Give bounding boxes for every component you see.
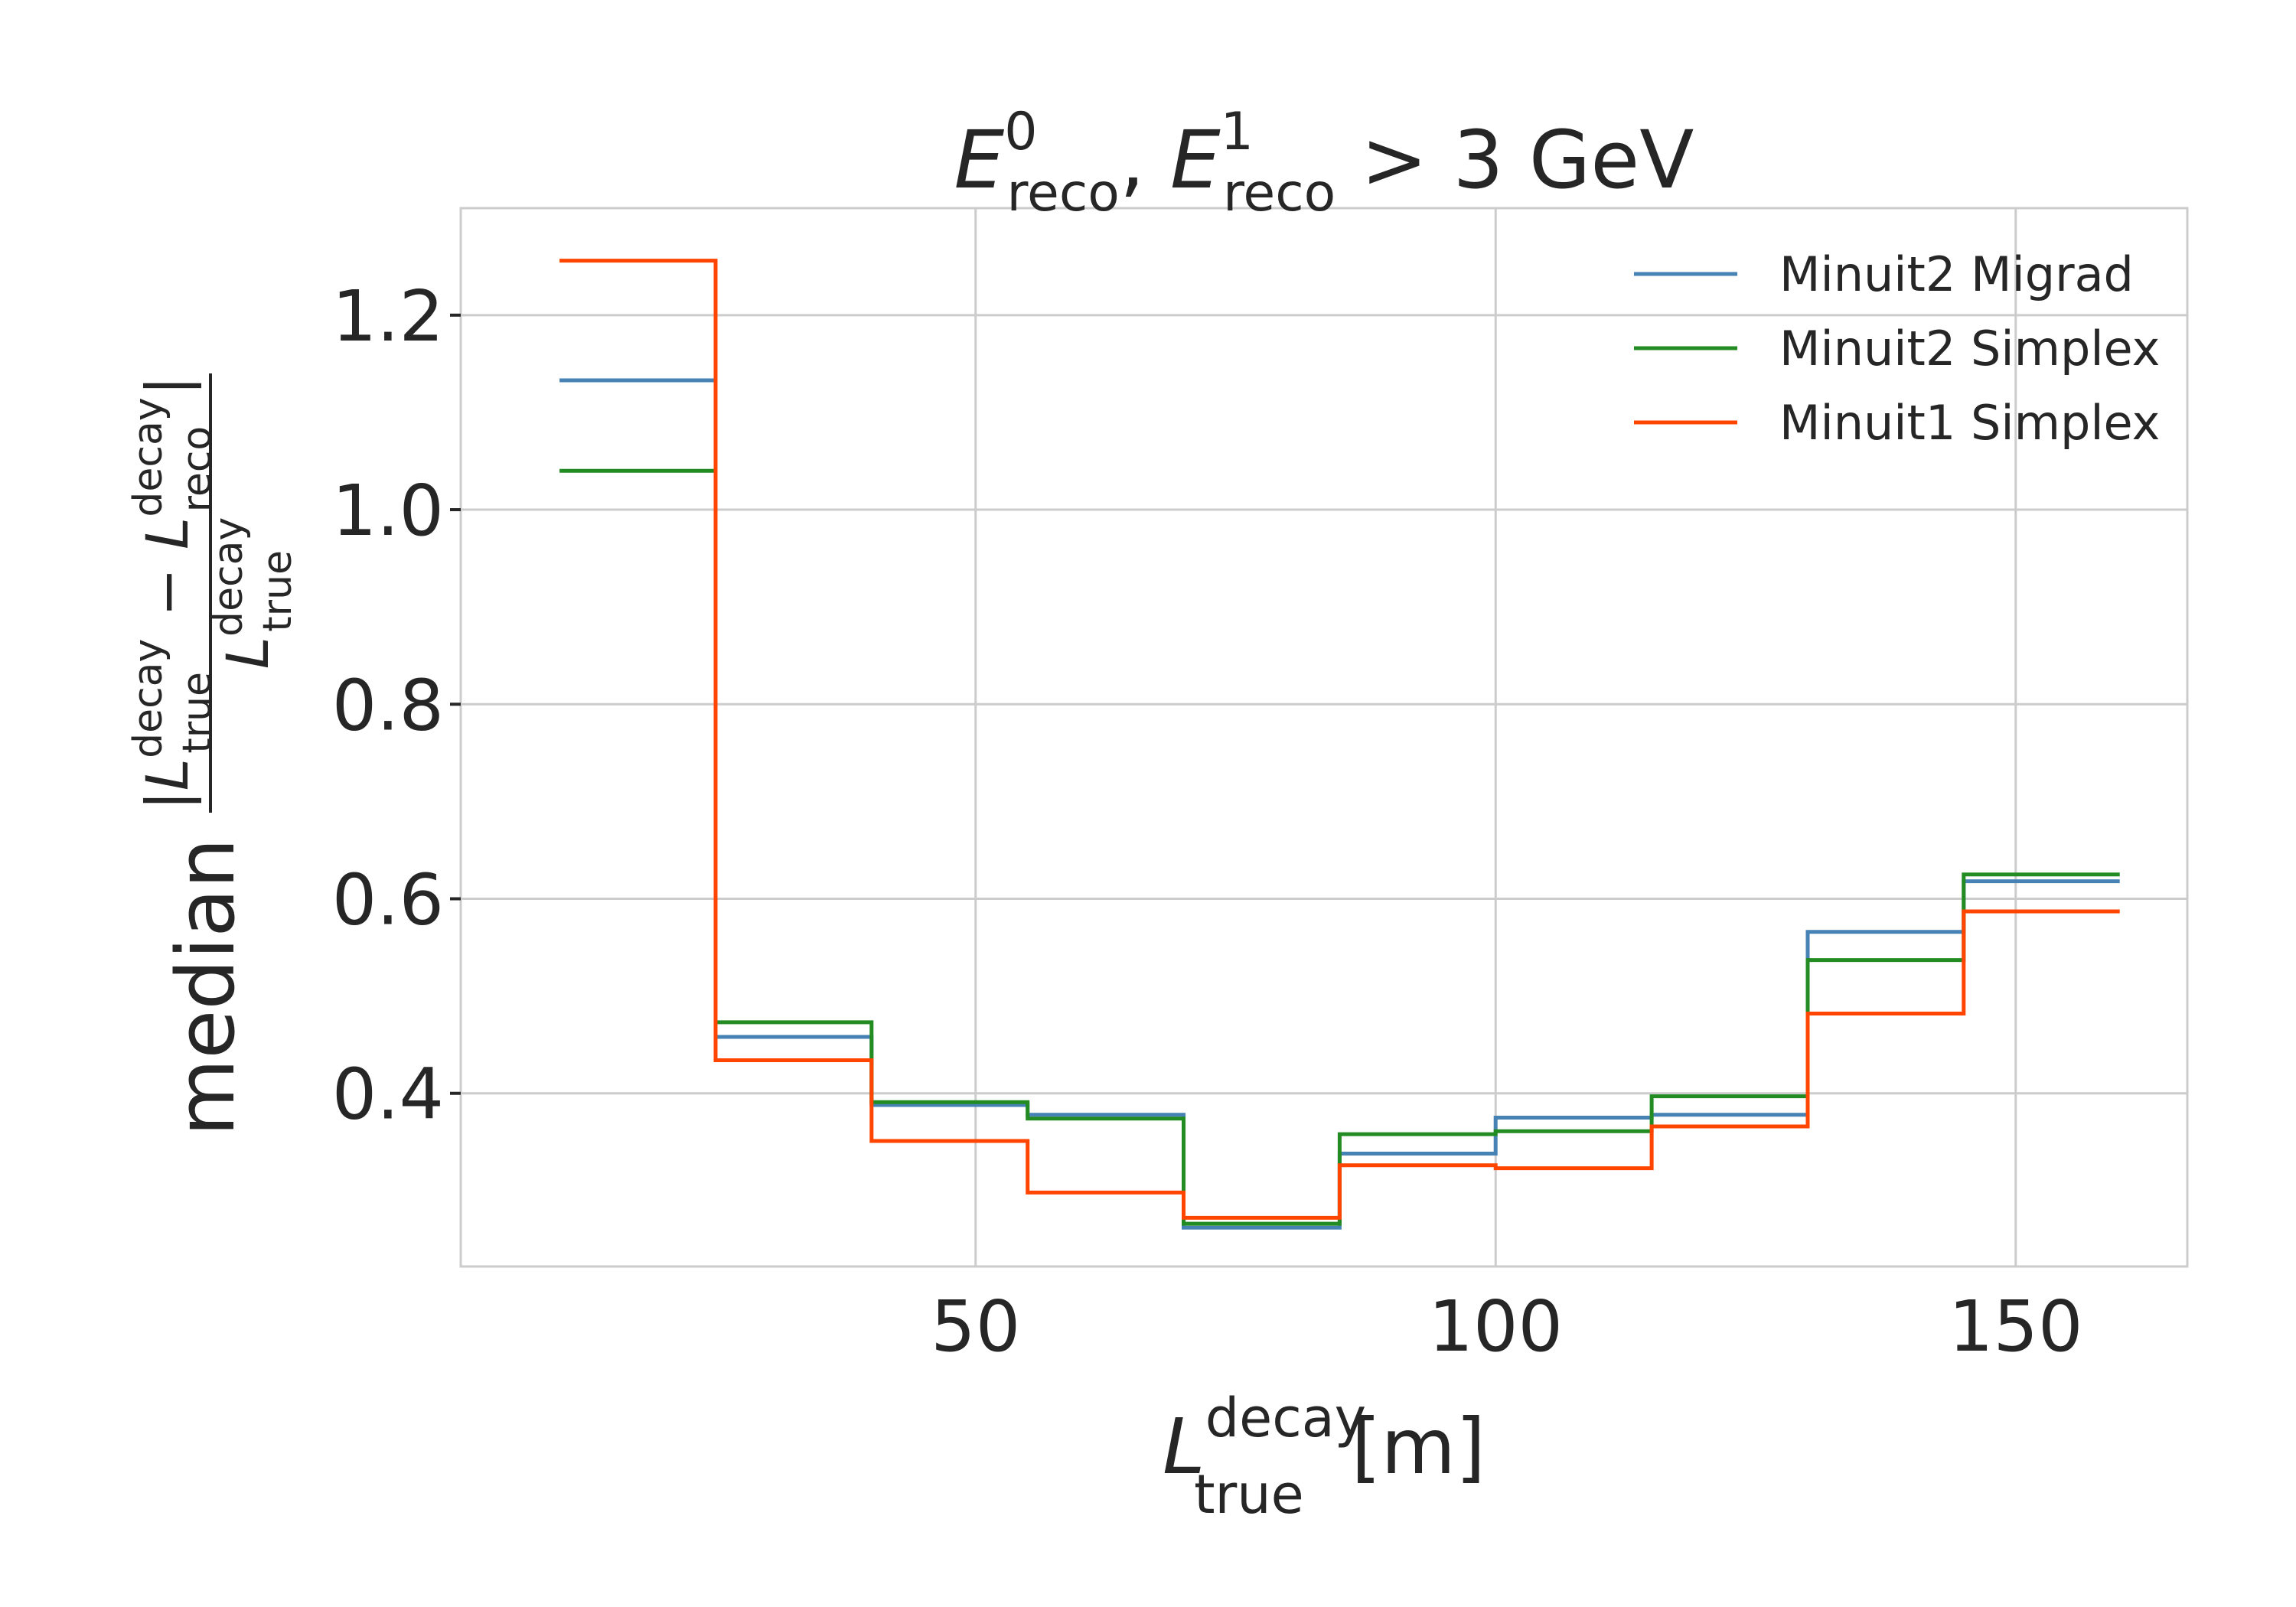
title-separator: , [1120, 113, 1170, 207]
grid-lines [461, 208, 2187, 1266]
chart-title: E0 reco, E1 reco > 3 GeV [954, 102, 1694, 223]
x-tick-label: 150 [1949, 1286, 2083, 1367]
ylabel-num-sub-1: true [174, 672, 220, 754]
title-sup-2: 1 [1221, 102, 1254, 162]
xlabel-unit: [m] [1327, 1402, 1486, 1491]
xlabel-base: L [1163, 1402, 1205, 1491]
ylabel-num-base-2: L [133, 517, 201, 549]
xlabel-sub: true [1194, 1463, 1304, 1526]
title-sub-1: reco [1007, 163, 1120, 223]
legend-label: Minuit2 Migrad [1779, 246, 2134, 302]
xlabel-sup: decay [1205, 1387, 1366, 1449]
x-axis-label: Ldecay true [m] [1163, 1387, 1486, 1526]
series-line-3 [559, 259, 2120, 1220]
title-sub-2: reco [1223, 163, 1336, 223]
y-tick-label: 0.8 [332, 664, 444, 746]
y-axis-label: median |Ldecaytrue − Ldecayreco| Ldecayt… [126, 373, 301, 1136]
ylabel-num-sup-2: decay [126, 397, 171, 517]
ylabel-num-base-1: L [133, 758, 201, 790]
ylabel-denominator: Ldecaytrue [206, 517, 301, 670]
ylabel-numerator: |Ldecaytrue − Ldecayreco| [126, 376, 220, 810]
title-rest: > 3 GeV [1336, 113, 1694, 207]
title-base-1: E [954, 113, 1005, 207]
ylabel-num-sub-2: reco [174, 426, 220, 513]
series-layer [559, 259, 2120, 1230]
y-tick-label: 1.2 [332, 275, 444, 357]
ylabel-num-sup-1: decay [126, 639, 171, 758]
title-sup-1: 0 [1004, 102, 1037, 162]
legend-label: Minuit2 Simplex [1779, 321, 2160, 376]
ylabel-prefix: median [159, 838, 253, 1136]
legend-label: Minuit1 Simplex [1779, 395, 2160, 451]
series-line-2 [559, 468, 2120, 1226]
series-line-1 [559, 378, 2120, 1230]
ylabel-num-open: | [133, 790, 202, 810]
title-base-2: E [1170, 113, 1221, 207]
plot-frame [459, 207, 2189, 1268]
ylabel-den-sup: decay [206, 517, 252, 637]
ylabel-den-sub: true [255, 550, 301, 632]
ylabel-num-close: | [133, 376, 202, 396]
tick-layer: 50 100 150 0.4 0.6 0.8 1.0 1.2 [332, 275, 2083, 1367]
ylabel-den-base: L [214, 637, 282, 669]
x-tick-label: 50 [931, 1286, 1020, 1367]
y-tick-label: 0.6 [332, 859, 444, 941]
y-tick-label: 0.4 [332, 1054, 444, 1136]
x-tick-label: 100 [1428, 1286, 1563, 1367]
ylabel-num-minus: − [133, 549, 201, 635]
y-tick-label: 1.0 [332, 470, 444, 552]
legend: Minuit2 Migrad Minuit2 Simplex Minuit1 Sim… [1634, 246, 2160, 451]
